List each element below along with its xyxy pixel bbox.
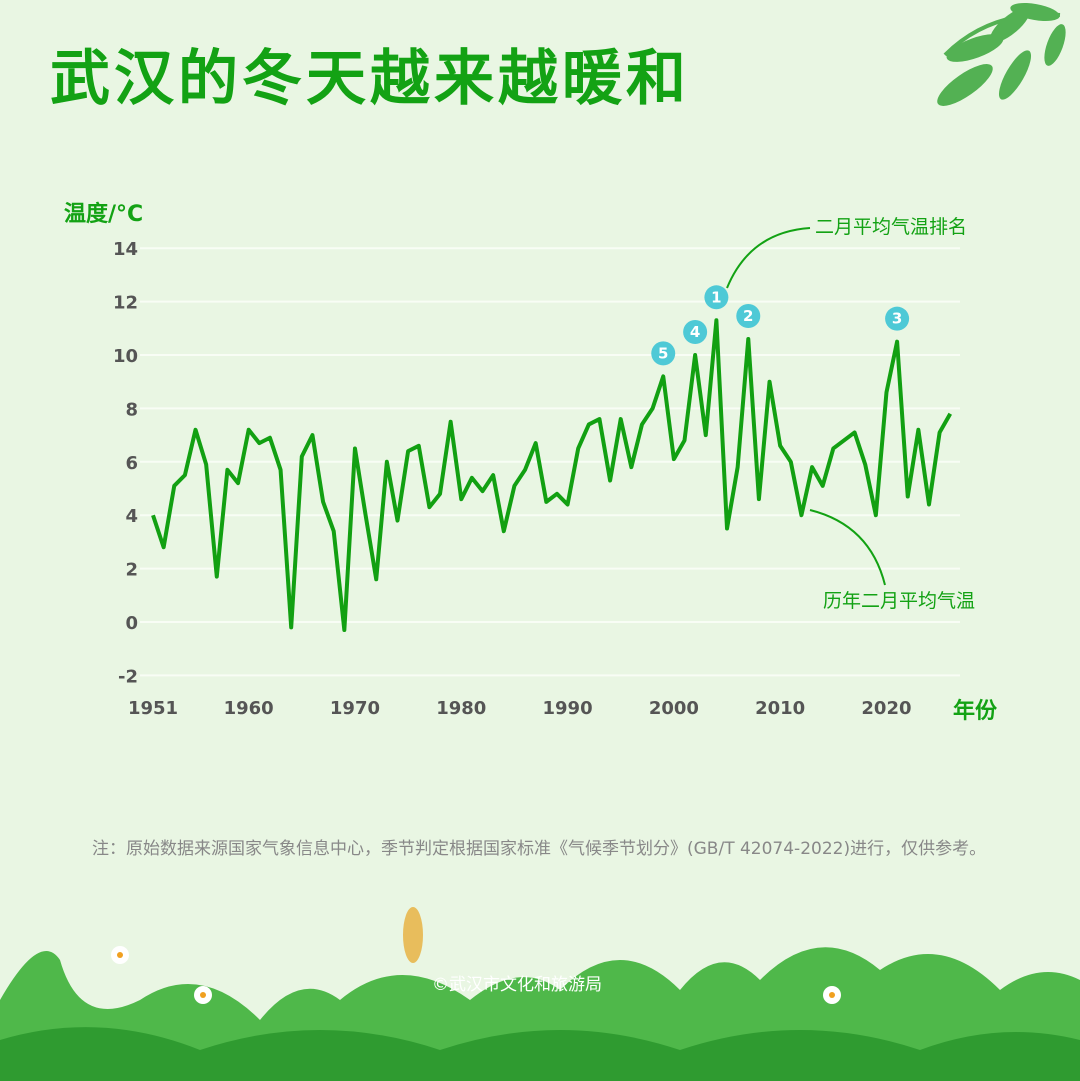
rank-marker: [704, 285, 729, 310]
y-tick-label: 0: [125, 613, 138, 634]
y-tick-label: 10: [113, 346, 138, 367]
rank-marker: [683, 320, 708, 344]
series-annotation-label: 历年二月平均气温: [823, 590, 975, 612]
y-tick-label: 14: [113, 239, 138, 260]
y-tick-label: 12: [113, 293, 138, 314]
x-tick-label: 1980: [436, 698, 486, 719]
y-tick-label: -2: [118, 666, 138, 687]
rank-label: 1: [711, 288, 721, 306]
x-axis-label: 年份: [953, 699, 998, 724]
y-tick-label: 4: [125, 506, 138, 527]
rank-label: 5: [658, 344, 668, 362]
x-tick-label: 2010: [755, 698, 805, 719]
rank-label: 2: [743, 307, 753, 325]
rank-label: 3: [892, 310, 902, 328]
y-axis-label: 温度/°C: [64, 202, 144, 227]
x-tick-label: 2020: [861, 698, 911, 719]
rank-label: 4: [690, 323, 700, 341]
series-annotation-leader: [809, 509, 886, 586]
x-tick-label: 1970: [330, 698, 380, 719]
page-title: 武汉的冬天越来越暖和: [50, 44, 690, 114]
rank-marker: [651, 341, 676, 366]
rank-marker: [736, 303, 761, 328]
y-tick-label: 8: [125, 399, 138, 420]
rank-annotation-leader: [726, 227, 811, 289]
x-tick-label: 2000: [649, 698, 699, 719]
grass-decoration-icon: [0, 907, 1080, 1081]
series-line: [151, 318, 952, 633]
y-tick-label: 6: [125, 453, 138, 474]
y-tick-label: 2: [125, 560, 138, 581]
rank-marker: [885, 306, 910, 331]
credit: ©武汉市文化和旅游局: [432, 975, 602, 995]
x-tick-label: 1960: [224, 698, 274, 719]
leaf-decoration-icon: [937, 3, 1066, 106]
x-tick-label: 1951: [128, 698, 178, 719]
source-note: 注：原始数据来源国家气象信息中心，季节判定根据国家标准《气候季节划分》(GB/T…: [92, 839, 987, 859]
rank-annotation-label: 二月平均气温排名: [815, 216, 967, 238]
x-tick-label: 1990: [543, 698, 593, 719]
